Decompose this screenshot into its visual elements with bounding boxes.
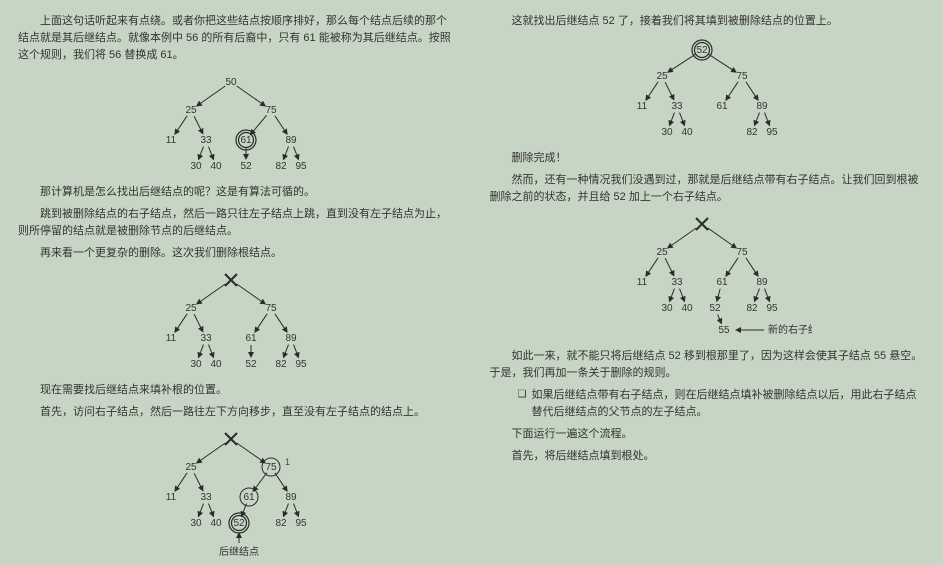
svg-text:52: 52 xyxy=(710,303,722,314)
svg-text:1: 1 xyxy=(285,457,290,467)
svg-text:61: 61 xyxy=(243,492,255,503)
para: 首先，访问右子结点，然后一路往左下方向移步，直至没有左子结点的结点上。 xyxy=(18,404,454,421)
svg-text:40: 40 xyxy=(210,518,222,529)
svg-text:40: 40 xyxy=(210,161,222,172)
svg-text:82: 82 xyxy=(747,127,759,138)
svg-text:30: 30 xyxy=(190,359,202,370)
svg-text:25: 25 xyxy=(657,247,669,258)
para: 下面运行一遍这个流程。 xyxy=(490,426,926,443)
svg-text:25: 25 xyxy=(657,71,669,82)
svg-text:61: 61 xyxy=(717,277,729,288)
svg-text:新的右子结点: 新的右子结点 xyxy=(768,323,812,336)
svg-text:95: 95 xyxy=(295,161,307,172)
bullet-item: 如果后继结点带有右子结点，则在后继结点填补被删除结点以后，用此右子结点替代后继结… xyxy=(518,387,926,421)
svg-text:61: 61 xyxy=(245,333,257,344)
para: 那计算机是怎么找出后继结点的呢？这是有算法可循的。 xyxy=(18,184,454,201)
svg-text:82: 82 xyxy=(275,161,287,172)
para: 跳到被删除结点的右子结点，然后一路只往左子结点上跳，直到没有左子结点为止，则所停… xyxy=(18,206,454,240)
svg-text:75: 75 xyxy=(265,303,277,314)
svg-text:40: 40 xyxy=(682,303,694,314)
svg-text:52: 52 xyxy=(240,161,252,172)
tree-diagram-2: 25 75 11 33 61 89 30 40 52 82 95 xyxy=(18,268,454,376)
svg-text:33: 33 xyxy=(200,333,212,344)
para: 现在需要找后继结点来填补根的位置。 xyxy=(18,382,454,399)
svg-text:52: 52 xyxy=(245,359,257,370)
para: 如此一来，就不能只将后继结点 52 移到根那里了，因为这样会使其子结点 55 悬… xyxy=(490,348,926,382)
svg-text:82: 82 xyxy=(275,518,287,529)
svg-text:25: 25 xyxy=(185,462,197,473)
svg-text:89: 89 xyxy=(285,492,297,503)
svg-text:30: 30 xyxy=(190,161,202,172)
svg-text:52: 52 xyxy=(697,45,709,56)
svg-text:30: 30 xyxy=(662,303,674,314)
para: 上面这句话听起来有点绕。或者你把这些结点按顺序排好，那么每个结点后续的那个结点就… xyxy=(18,13,454,64)
svg-text:33: 33 xyxy=(672,101,684,112)
para: 删除完成！ xyxy=(490,150,926,167)
svg-text:75: 75 xyxy=(737,71,749,82)
svg-text:后继结点: 后继结点 xyxy=(219,545,259,558)
tree-diagram-5: 25 75 11 33 61 89 30 40 52 82 95 55 新的右子结点 xyxy=(490,212,926,342)
svg-text:89: 89 xyxy=(285,135,297,146)
para: 首先，将后继结点填到根处。 xyxy=(490,448,926,465)
right-column: 这就找出后继结点 52 了，接着我们将其填到被删除结点的位置上。 52 25 75 1… xyxy=(472,0,943,525)
svg-text:30: 30 xyxy=(662,127,674,138)
svg-text:75: 75 xyxy=(265,462,277,473)
svg-text:75: 75 xyxy=(737,247,749,258)
svg-text:11: 11 xyxy=(637,277,648,288)
svg-text:30: 30 xyxy=(190,518,202,529)
svg-text:25: 25 xyxy=(185,105,197,116)
tree-diagram-3: 25 75 11 33 61 89 30 40 52 82 95 1 后继结点 xyxy=(18,427,454,565)
svg-text:89: 89 xyxy=(757,101,769,112)
svg-text:89: 89 xyxy=(757,277,769,288)
svg-text:52: 52 xyxy=(233,518,245,529)
para: 这就找出后继结点 52 了，接着我们将其填到被删除结点的位置上。 xyxy=(490,13,926,30)
svg-text:82: 82 xyxy=(275,359,287,370)
tree-diagram-4: 52 25 75 11 33 61 89 30 40 82 95 xyxy=(490,36,926,144)
svg-text:11: 11 xyxy=(166,333,177,344)
svg-text:75: 75 xyxy=(265,105,277,116)
para: 然而，还有一种情况我们没遇到过，那就是后继结点带有右子结点。让我们回到根被删除之… xyxy=(490,172,926,206)
svg-text:89: 89 xyxy=(285,333,297,344)
svg-text:50: 50 xyxy=(225,77,237,88)
svg-text:82: 82 xyxy=(747,303,759,314)
svg-text:33: 33 xyxy=(672,277,684,288)
svg-text:11: 11 xyxy=(637,101,648,112)
svg-text:40: 40 xyxy=(682,127,694,138)
svg-text:25: 25 xyxy=(185,303,197,314)
svg-text:55: 55 xyxy=(719,325,731,336)
svg-text:40: 40 xyxy=(210,359,222,370)
svg-text:95: 95 xyxy=(295,518,307,529)
left-column: 上面这句话听起来有点绕。或者你把这些结点按顺序排好，那么每个结点后续的那个结点就… xyxy=(0,0,472,525)
svg-text:95: 95 xyxy=(767,127,779,138)
svg-text:95: 95 xyxy=(767,303,779,314)
svg-text:33: 33 xyxy=(200,135,212,146)
svg-text:33: 33 xyxy=(200,492,212,503)
svg-text:95: 95 xyxy=(295,359,307,370)
svg-text:61: 61 xyxy=(240,135,252,146)
para: 再来看一个更复杂的删除。这次我们删除根结点。 xyxy=(18,245,454,262)
tree-diagram-1: 50 25 75 11 33 61 89 30 40 52 82 95 xyxy=(18,70,454,178)
svg-text:11: 11 xyxy=(166,135,177,146)
svg-text:61: 61 xyxy=(717,101,729,112)
svg-text:11: 11 xyxy=(166,492,177,503)
